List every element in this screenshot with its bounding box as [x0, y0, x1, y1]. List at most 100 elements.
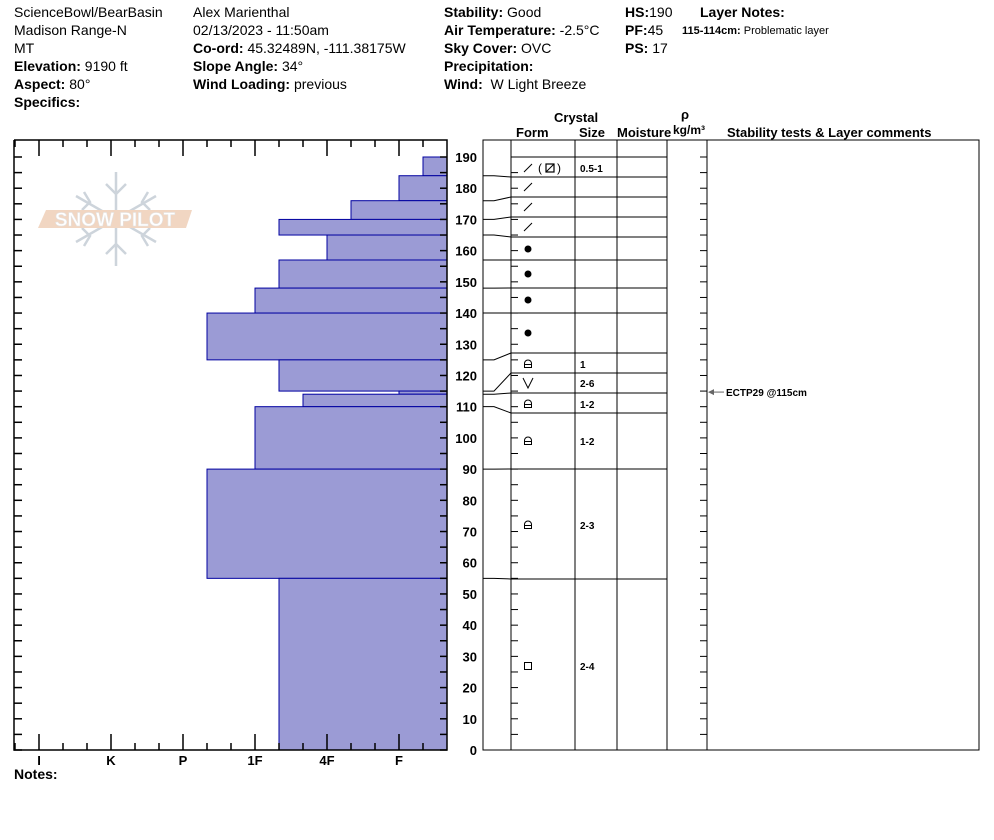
hardness-bar — [206, 468, 448, 579]
crystal-header: Crystal — [554, 110, 599, 125]
hardness-bar — [350, 200, 448, 220]
stability-test-label: ECTP29 @115cm — [726, 388, 807, 399]
wind-loading: Wind Loading: previous — [193, 76, 347, 92]
paren-open: ( — [538, 161, 542, 175]
datetime: 02/13/2023 - 11:50am — [193, 22, 329, 38]
height-label: 110 — [456, 400, 477, 415]
crystal-size: 1-2 — [580, 437, 595, 448]
comments-header: Stability tests & Layer comments — [727, 125, 932, 140]
stroke — [523, 222, 533, 232]
hardness-label: I — [37, 753, 41, 768]
snowpilot-logo: SNOW PILOT — [38, 172, 192, 266]
height-label: 30 — [463, 649, 477, 664]
stability: Stability: Good — [444, 4, 542, 20]
square — [545, 163, 555, 173]
hardness-bar — [278, 259, 448, 289]
stroke — [523, 182, 533, 192]
location: ScienceBowl/BearBasin — [14, 4, 163, 20]
height-label: 60 — [463, 556, 477, 571]
dot — [524, 329, 532, 337]
hardness-bar — [302, 393, 448, 408]
state: MT — [14, 40, 35, 56]
layer-connector — [483, 352, 512, 361]
decomposing-icon — [523, 163, 533, 173]
precipitation: Precipitation: — [444, 58, 534, 74]
rounded-icon — [524, 245, 532, 253]
weather-info: Stability: Good Air Temperature: -2.5°C … — [444, 3, 600, 93]
hardness-bar — [278, 577, 448, 751]
faceted-icon — [524, 662, 532, 670]
wind: Wind: W Light Breeze — [444, 76, 587, 92]
hardness-bar — [398, 175, 448, 202]
faceted-rounded-icon — [524, 399, 532, 408]
specifics: Specifics: — [14, 94, 81, 110]
ps: PS: 17 — [625, 40, 668, 56]
shape — [524, 436, 532, 445]
arrow-head-icon — [708, 389, 714, 396]
aspect: Aspect: 80° — [14, 76, 91, 92]
sky-cover: Sky Cover: OVC — [444, 40, 552, 56]
hardness-label: F — [395, 753, 403, 768]
height-label: 20 — [463, 681, 477, 696]
paren-close: ) — [557, 161, 561, 175]
range: Madison Range-N — [14, 22, 127, 38]
rounded-icon — [524, 270, 532, 278]
surface-hoar-icon — [522, 377, 534, 390]
height-label: 90 — [463, 462, 477, 477]
observation-info: Alex Marienthal 02/13/2023 - 11:50am Co-… — [193, 3, 406, 93]
hardness-bar — [254, 406, 448, 470]
height-label: 140 — [455, 306, 477, 321]
layer-notes-title: Layer Notes: — [700, 4, 785, 20]
crystal-size: 1-2 — [580, 400, 595, 411]
elevation: Elevation: 9190 ft — [14, 58, 128, 74]
dot — [524, 245, 532, 253]
density-unit-header: kg/m³ — [673, 123, 706, 137]
height-label: 120 — [455, 368, 477, 383]
layer-note: 115-114cm: Problematic layer — [682, 25, 829, 37]
height-label: 180 — [455, 181, 477, 196]
dot — [524, 270, 532, 278]
stroke — [523, 202, 533, 212]
height-label: 10 — [463, 712, 477, 727]
height-label: 160 — [455, 244, 477, 259]
notes-label: Notes: — [14, 766, 58, 782]
height-label: 70 — [463, 525, 477, 540]
crystal-size: 2-6 — [580, 379, 595, 390]
hardness-bar — [278, 218, 448, 236]
crystal-size: 0.5-1 — [580, 164, 603, 175]
decomposing-icon — [523, 202, 533, 212]
rounded-icon — [524, 296, 532, 304]
height-label: 100 — [455, 431, 477, 446]
air-temperature: Air Temperature: -2.5°C — [444, 22, 600, 38]
slope-angle: Slope Angle: 34° — [193, 58, 304, 74]
layer-connector — [483, 577, 512, 580]
layer-connector — [483, 392, 512, 395]
hs: HS:190 — [625, 4, 673, 20]
mixed-forms-icon — [545, 163, 555, 173]
height-label: 170 — [455, 212, 477, 227]
shape — [524, 520, 532, 529]
hardness-bar — [206, 312, 448, 361]
pf: PF:45 — [625, 22, 664, 38]
shape — [524, 399, 532, 408]
decomposing-icon — [523, 222, 533, 232]
hardness-label: P — [179, 753, 188, 768]
faceted-rounded-icon — [524, 359, 532, 368]
layer-connector — [483, 216, 512, 220]
layer-connector — [483, 372, 512, 392]
stroke — [523, 163, 533, 173]
observer: Alex Marienthal — [193, 4, 290, 20]
crystal-size: 2-3 — [580, 521, 595, 532]
hardness-bar — [326, 234, 448, 261]
hardness-bar — [278, 359, 448, 392]
moisture-header: Moisture — [617, 125, 672, 140]
height-label: 80 — [463, 493, 477, 508]
height-label: 50 — [463, 587, 477, 602]
dot — [524, 296, 532, 304]
decomposing-icon — [523, 182, 533, 192]
faceted-rounded-icon — [524, 436, 532, 445]
layer-table — [482, 139, 980, 751]
height-label: 150 — [455, 275, 477, 290]
hardness-label: 4F — [319, 753, 334, 768]
pit-info: HS:190 PF:45 PS: 17 — [625, 3, 672, 57]
